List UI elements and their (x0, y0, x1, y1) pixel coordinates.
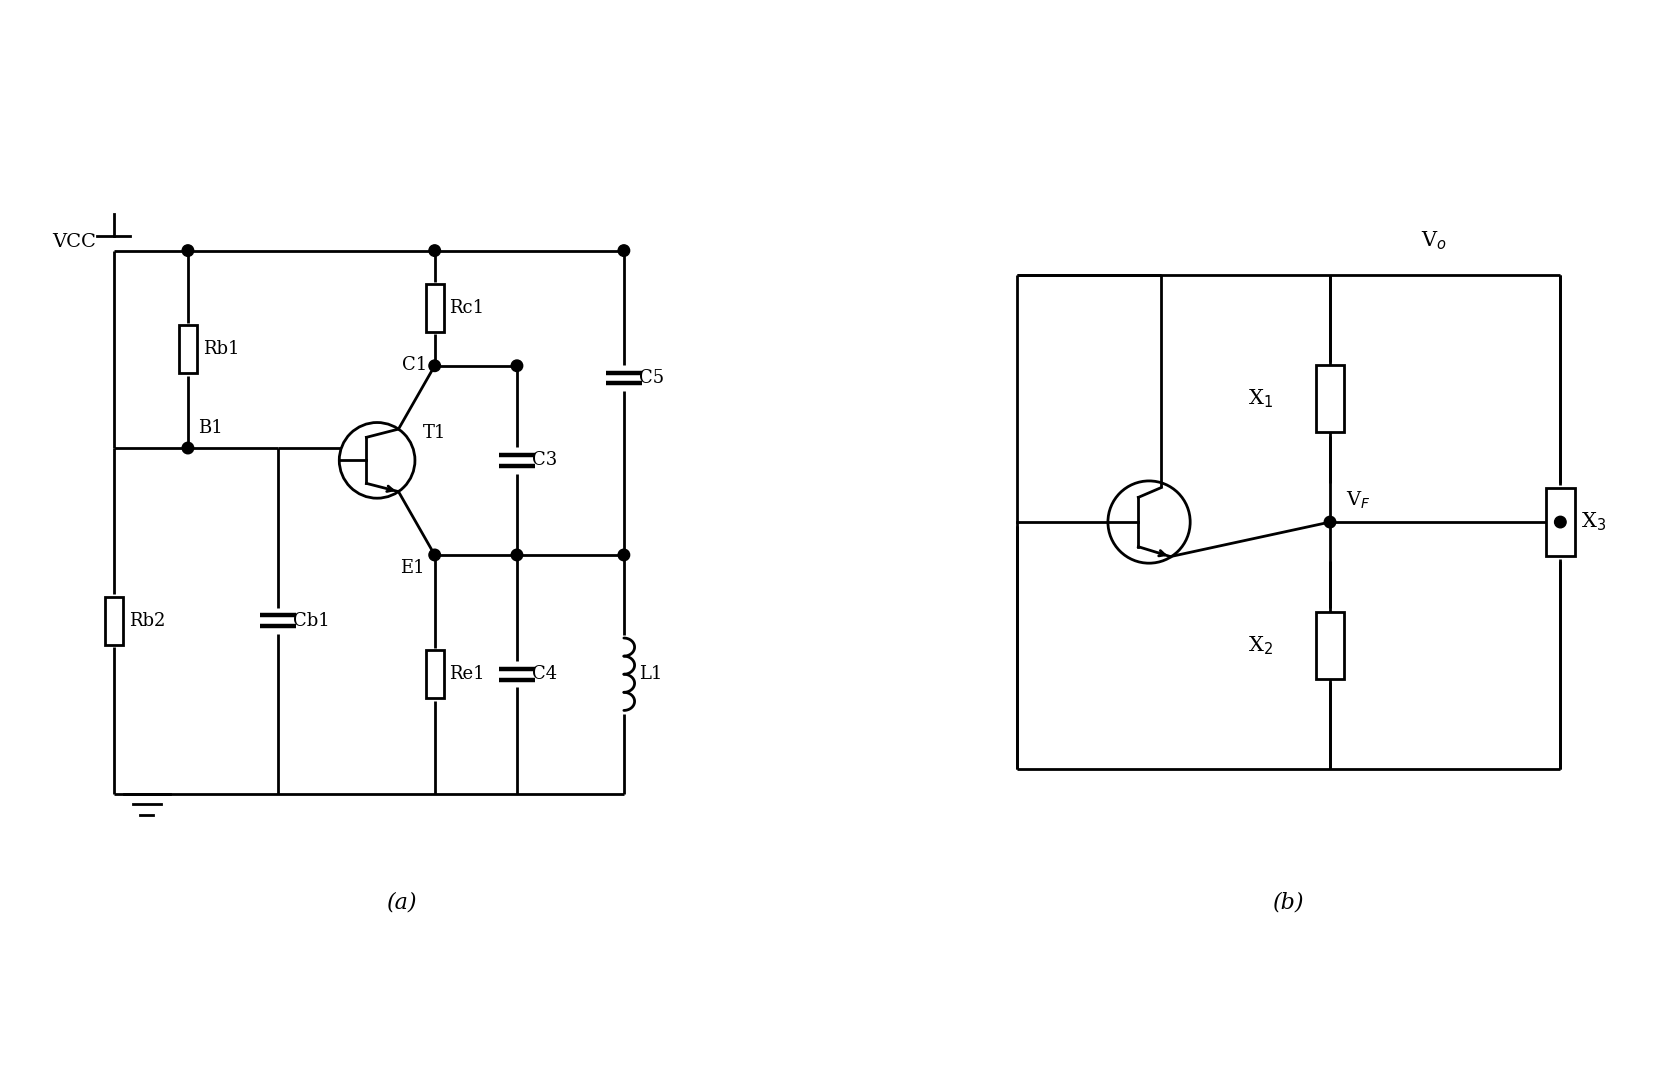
Text: C4: C4 (531, 666, 556, 683)
Text: L1: L1 (638, 666, 661, 683)
Text: V$_F$: V$_F$ (1346, 490, 1371, 510)
Circle shape (182, 443, 193, 453)
Bar (105, 597, 123, 645)
Circle shape (428, 360, 440, 372)
Bar (1316, 612, 1344, 680)
Text: E1: E1 (400, 559, 425, 577)
Circle shape (1554, 516, 1566, 528)
Circle shape (618, 244, 630, 256)
Text: B1: B1 (198, 419, 223, 437)
Text: Cb1: Cb1 (293, 612, 330, 630)
Text: C3: C3 (531, 451, 556, 470)
Text: Rb1: Rb1 (203, 340, 240, 359)
Text: X$_1$: X$_1$ (1248, 388, 1273, 410)
Text: Re1: Re1 (450, 666, 485, 683)
Text: Rb2: Rb2 (128, 612, 165, 630)
Text: Rc1: Rc1 (450, 299, 485, 318)
Circle shape (511, 360, 523, 372)
Text: V$_o$: V$_o$ (1421, 229, 1446, 252)
Circle shape (511, 549, 523, 561)
Bar (425, 651, 443, 698)
Text: X$_3$: X$_3$ (1581, 510, 1606, 533)
Text: C5: C5 (638, 369, 663, 387)
Circle shape (428, 244, 440, 256)
Text: X$_2$: X$_2$ (1248, 634, 1273, 657)
Text: (a): (a) (387, 892, 416, 913)
Circle shape (618, 549, 630, 561)
Bar (425, 284, 443, 332)
Circle shape (182, 244, 193, 256)
Bar (1316, 365, 1344, 432)
Text: (b): (b) (1273, 892, 1304, 913)
Text: C1: C1 (402, 355, 426, 374)
Bar (1546, 488, 1574, 556)
Text: VCC: VCC (52, 234, 97, 251)
Text: T1: T1 (423, 423, 446, 442)
Bar (178, 325, 197, 373)
Circle shape (1324, 516, 1336, 528)
Circle shape (428, 549, 440, 561)
